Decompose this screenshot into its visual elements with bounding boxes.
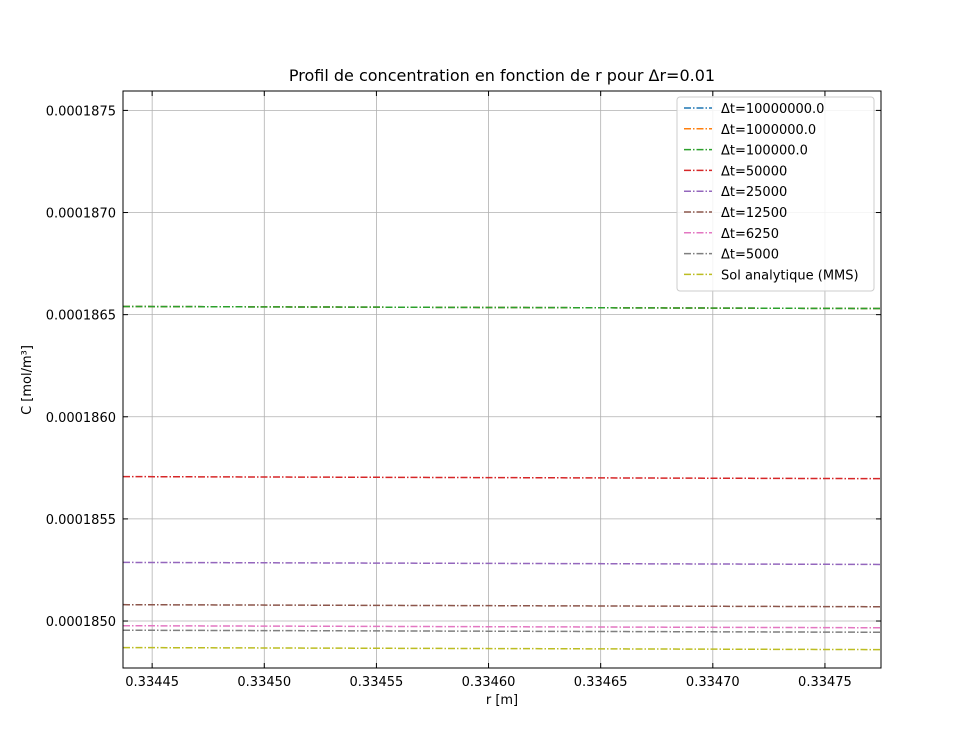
series-line (122, 646, 882, 651)
series-line (122, 629, 882, 634)
y-tick-label: 0.0001860 (46, 411, 116, 426)
y-tick-label: 0.0001855 (46, 513, 116, 528)
y-axis-label: C [mol/m³] (20, 345, 35, 415)
y-tick-label: 0.0001870 (46, 207, 116, 222)
legend-label: Δt=1000000.0 (721, 123, 816, 138)
series-line (122, 475, 882, 480)
legend: Δt=10000000.0 Δt=1000000.0 Δt=100000.0 Δt=5… (676, 96, 875, 292)
legend-label: Δt=10000000.0 (721, 102, 824, 117)
plot-frame (122, 90, 882, 669)
x-axis-label: r [m] (486, 693, 518, 708)
legend-label: Δt=6250 (721, 227, 779, 242)
x-tick-label: 0.33465 (574, 675, 628, 690)
legend-label: Δt=12500 (721, 206, 787, 221)
x-tick-label: 0.33450 (237, 675, 291, 690)
legend-label: Δt=100000.0 (721, 144, 808, 159)
y-tick-label: 0.0001865 (46, 309, 116, 324)
legend-label: Δt=25000 (721, 185, 787, 200)
x-tick-label: 0.33470 (686, 675, 740, 690)
y-tick-label: 0.0001875 (46, 104, 116, 119)
x-tick-label: 0.33445 (125, 675, 179, 690)
y-tick-label: 0.0001850 (46, 615, 116, 630)
series-line (122, 624, 882, 629)
axis-ticks: 0.33445 0.33450 0.33455 0.33460 0.33465 0.334… (46, 91, 881, 690)
x-tick-label: 0.33455 (350, 675, 404, 690)
series-line (122, 603, 882, 608)
x-tick-label: 0.33460 (462, 675, 516, 690)
series-line (122, 305, 882, 310)
series-lines (122, 305, 882, 651)
chart-title: Profil de concentration en fonction de r… (289, 66, 715, 85)
legend-label: Δt=5000 (721, 248, 779, 263)
legend-box (676, 96, 875, 292)
x-tick-label: 0.33475 (798, 675, 852, 690)
legend-label: Δt=50000 (721, 164, 787, 179)
series-line (122, 561, 882, 566)
legend-label: Sol analytique (MMS) (721, 268, 859, 283)
